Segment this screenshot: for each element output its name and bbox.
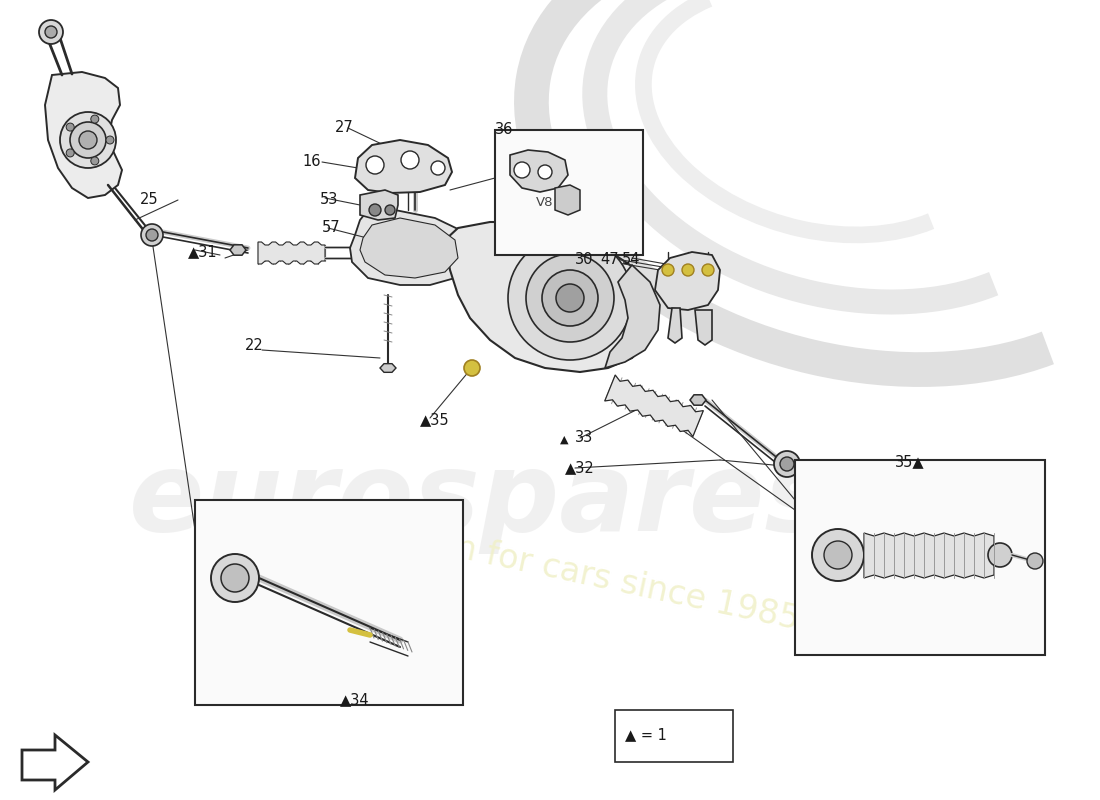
Polygon shape xyxy=(360,190,398,220)
Circle shape xyxy=(39,20,63,44)
Polygon shape xyxy=(355,140,452,193)
Circle shape xyxy=(402,164,420,182)
Circle shape xyxy=(1027,553,1043,569)
Polygon shape xyxy=(360,218,458,278)
Text: 27: 27 xyxy=(336,121,354,135)
Polygon shape xyxy=(668,308,682,343)
Circle shape xyxy=(682,264,694,276)
Circle shape xyxy=(812,529,864,581)
Circle shape xyxy=(106,136,114,144)
Text: ▲34: ▲34 xyxy=(340,693,370,707)
Circle shape xyxy=(526,254,614,342)
Circle shape xyxy=(662,264,674,276)
Text: ▲: ▲ xyxy=(560,435,569,445)
Circle shape xyxy=(211,554,258,602)
Text: ▲35: ▲35 xyxy=(420,413,450,427)
Circle shape xyxy=(146,229,158,241)
Text: 35▲: 35▲ xyxy=(895,454,925,470)
Text: eurospares: eurospares xyxy=(129,446,832,554)
Text: 16: 16 xyxy=(302,154,320,170)
Text: 53: 53 xyxy=(320,193,339,207)
Circle shape xyxy=(988,543,1012,567)
Circle shape xyxy=(221,564,249,592)
Polygon shape xyxy=(556,185,580,215)
Text: 57: 57 xyxy=(322,221,341,235)
Circle shape xyxy=(141,224,163,246)
Polygon shape xyxy=(605,375,703,437)
Text: 36: 36 xyxy=(495,122,514,138)
Polygon shape xyxy=(258,242,324,264)
Polygon shape xyxy=(695,310,712,345)
Polygon shape xyxy=(654,252,720,310)
Circle shape xyxy=(780,457,794,471)
Circle shape xyxy=(366,156,384,174)
Circle shape xyxy=(402,151,419,169)
Bar xyxy=(495,130,644,255)
Text: 30: 30 xyxy=(575,253,594,267)
Bar xyxy=(615,710,733,762)
Text: ▲ = 1: ▲ = 1 xyxy=(625,727,667,742)
Circle shape xyxy=(431,161,446,175)
Polygon shape xyxy=(350,210,470,285)
Circle shape xyxy=(702,264,714,276)
Circle shape xyxy=(66,149,74,157)
Text: ▲32: ▲32 xyxy=(565,461,595,475)
Circle shape xyxy=(70,122,106,158)
Circle shape xyxy=(385,205,395,215)
Polygon shape xyxy=(690,395,706,405)
Polygon shape xyxy=(446,222,654,372)
Circle shape xyxy=(66,123,74,131)
Text: 22: 22 xyxy=(245,338,264,353)
Circle shape xyxy=(368,204,381,216)
Circle shape xyxy=(824,541,852,569)
Text: 25: 25 xyxy=(140,193,158,207)
Circle shape xyxy=(91,157,99,165)
Bar xyxy=(195,500,463,705)
Polygon shape xyxy=(379,364,396,372)
Circle shape xyxy=(45,26,57,38)
Circle shape xyxy=(542,270,598,326)
Circle shape xyxy=(774,451,800,477)
Circle shape xyxy=(538,165,552,179)
Polygon shape xyxy=(45,72,122,198)
Text: 33: 33 xyxy=(575,430,593,446)
Text: 54: 54 xyxy=(621,253,640,267)
Text: ▲31: ▲31 xyxy=(188,245,218,259)
Text: a passion for cars since 1985: a passion for cars since 1985 xyxy=(318,503,802,637)
Polygon shape xyxy=(230,245,246,255)
Circle shape xyxy=(881,571,895,585)
Polygon shape xyxy=(864,533,994,578)
Circle shape xyxy=(91,115,99,123)
Circle shape xyxy=(556,284,584,312)
Text: 47: 47 xyxy=(600,253,618,267)
Circle shape xyxy=(79,131,97,149)
Circle shape xyxy=(60,112,116,168)
Circle shape xyxy=(514,162,530,178)
Bar xyxy=(795,460,1045,655)
Polygon shape xyxy=(605,265,660,368)
Circle shape xyxy=(464,360,480,376)
Polygon shape xyxy=(510,150,568,192)
Text: V8: V8 xyxy=(536,195,553,209)
Circle shape xyxy=(508,236,632,360)
Circle shape xyxy=(874,565,901,591)
